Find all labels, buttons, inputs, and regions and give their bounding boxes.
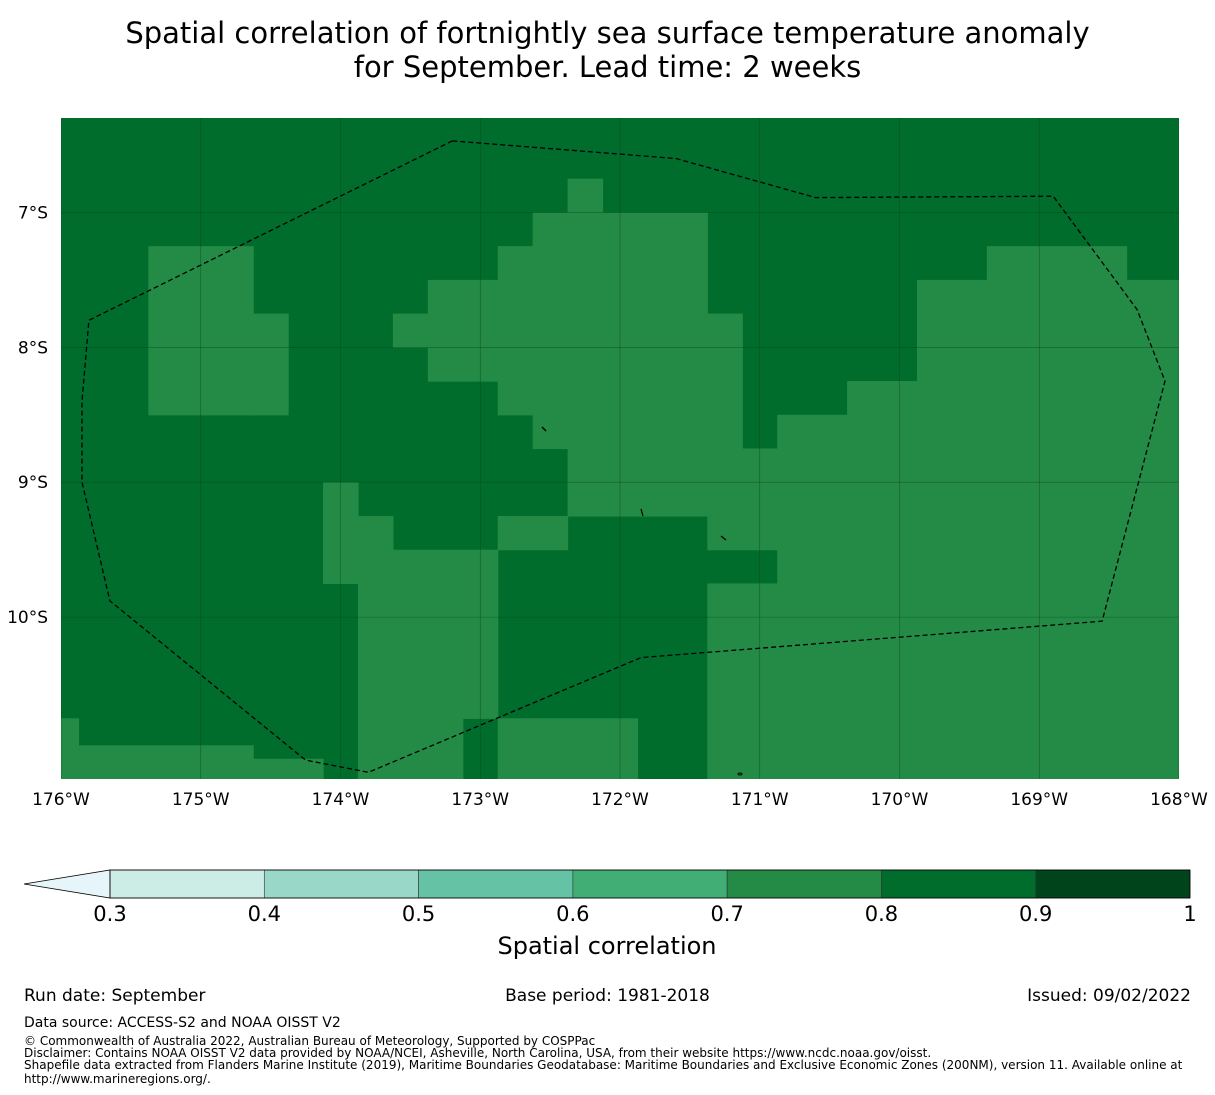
- latitude-tick-label: 9°S: [18, 473, 48, 493]
- islands: [541, 426, 743, 776]
- copyright-notice: © Commonwealth of Australia 2022, Austra…: [24, 1034, 596, 1048]
- longitude-tick-label: 172°W: [591, 790, 649, 810]
- colorbar-tick-label: 0.7: [710, 902, 743, 926]
- colorbar-tick-label: 0.4: [248, 902, 281, 926]
- longitude-tick-label: 175°W: [172, 790, 230, 810]
- correlation-cell: [497, 718, 639, 779]
- correlation-cell: [61, 718, 80, 779]
- correlation-cell: [916, 279, 988, 517]
- colorbar-tick-label: 0.3: [93, 902, 126, 926]
- island-mark: [737, 772, 743, 776]
- correlation-cell: [986, 246, 1128, 517]
- correlation-cell: [253, 758, 324, 779]
- colorbar-tick-label: 0.6: [556, 902, 589, 926]
- longitude-tick-label: 171°W: [731, 790, 789, 810]
- correlation-cell: [357, 515, 394, 551]
- longitude-tick-label: 176°W: [32, 790, 90, 810]
- correlation-cell: [847, 381, 918, 517]
- latitude-tick-label: 8°S: [18, 338, 48, 358]
- colorbar-extend-triangle: [23, 869, 111, 899]
- longitude-tick-label: 173°W: [451, 790, 509, 810]
- colorbar: 0.3 0.4 0.5 0.6 0.7 0.8 0.9 1: [23, 869, 1197, 926]
- correlation-field: [61, 178, 1179, 779]
- base-period: Base period: 1981-2018: [505, 986, 710, 1006]
- colorbar-outline: [109, 869, 1191, 899]
- colorbar-label: Spatial correlation: [497, 932, 716, 960]
- colorbar-tick-label: 0.9: [1019, 902, 1052, 926]
- correlation-cell: [78, 745, 254, 779]
- colorbar-tick-label: 0.5: [402, 902, 435, 926]
- longitude-labels: 176°W 175°W 174°W 173°W 172°W 171°W 170°W 169°W…: [32, 790, 1208, 810]
- longitude-tick-label: 169°W: [1010, 790, 1068, 810]
- eez-boundary: [81, 140, 1166, 773]
- colorbar-segment: [1035, 869, 1191, 899]
- correlation-cell: [1126, 279, 1179, 517]
- correlation-cell: [567, 178, 604, 214]
- correlation-cell: [707, 583, 778, 779]
- latitude-labels: 7°S 8°S 9°S 10°S: [7, 203, 48, 628]
- correlation-cell: [357, 549, 499, 584]
- correlation-cell: [253, 313, 289, 416]
- longitude-tick-label: 170°W: [871, 790, 929, 810]
- correlation-cell: [707, 515, 778, 551]
- issued-date: Issued: 09/02/2022: [1027, 986, 1191, 1006]
- correlation-cell: [357, 617, 464, 779]
- colorbar-segment: [726, 869, 882, 899]
- chart-title-line-2: for September. Lead time: 2 weeks: [353, 50, 862, 84]
- colorbar-tick-label: 1: [1183, 902, 1196, 926]
- correlation-cell: [777, 414, 848, 517]
- colorbar-segment: [418, 869, 574, 899]
- data-source: Data source: ACCESS-S2 and NOAA OISST V2: [24, 1015, 341, 1031]
- latitude-tick-label: 10°S: [7, 608, 48, 628]
- correlation-cell: [777, 515, 1179, 779]
- island-mark: [720, 535, 727, 541]
- correlation-cell: [707, 313, 743, 450]
- colorbar-tick-label: 0.8: [865, 902, 898, 926]
- shapefile-credit-line-2: http://www.marineregions.org/.: [24, 1072, 211, 1086]
- latitude-tick-label: 7°S: [18, 203, 48, 223]
- colorbar-segment: [881, 869, 1037, 899]
- map-area: [61, 118, 1179, 779]
- colorbar-segment: [572, 869, 728, 899]
- island-mark: [541, 426, 547, 432]
- correlation-cell: [497, 515, 569, 551]
- correlation-cell: [357, 583, 499, 618]
- island-mark: [640, 508, 644, 517]
- longitude-tick-label: 174°W: [312, 790, 370, 810]
- gridlines: [61, 118, 1179, 779]
- colorbar-segment: [263, 869, 419, 899]
- run-date: Run date: September: [24, 986, 206, 1006]
- chart-title-line-1: Spatial correlation of fortnightly sea s…: [125, 16, 1090, 50]
- longitude-tick-label: 168°W: [1150, 790, 1208, 810]
- colorbar-segment: [109, 869, 265, 899]
- shapefile-credit-line-1: Shapefile data extracted from Flanders M…: [24, 1058, 1183, 1072]
- disclaimer: Disclaimer: Contains NOAA OISST V2 data …: [24, 1046, 932, 1060]
